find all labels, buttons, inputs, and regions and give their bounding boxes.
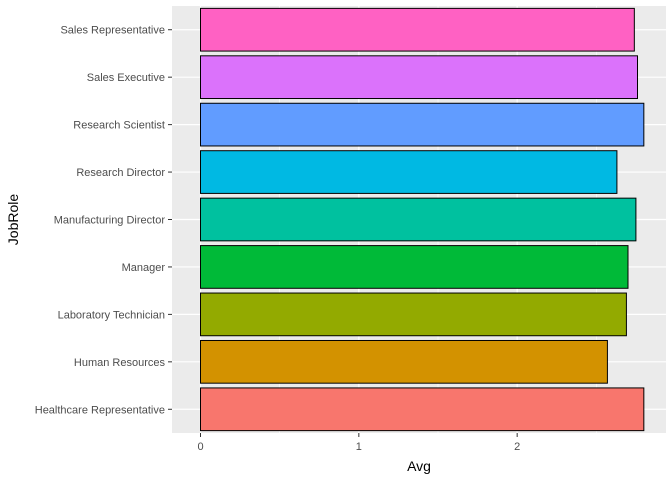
- y-tick-label: Research Scientist: [73, 120, 165, 132]
- y-tick-label: Research Director: [76, 167, 165, 179]
- y-tick-label: Sales Executive: [87, 72, 165, 84]
- bar: [200, 55, 638, 100]
- x-axis-title: Avg: [407, 458, 431, 474]
- y-axis: Healthcare Representative Human Resources…: [35, 25, 172, 416]
- y-tick-label: Manufacturing Director: [54, 215, 166, 227]
- bar: [200, 102, 645, 147]
- x-tick-label: 2: [514, 441, 520, 453]
- bars: [200, 7, 645, 432]
- bar: [200, 7, 635, 52]
- x-tick-label: 0: [197, 441, 203, 453]
- bar: [200, 339, 608, 384]
- y-tick-label: Healthcare Representative: [35, 404, 165, 416]
- y-tick-label: Laboratory Technician: [58, 309, 165, 321]
- y-tick-label: Sales Representative: [60, 25, 165, 37]
- x-axis: 0 1 2: [197, 433, 520, 453]
- bar: [200, 197, 637, 242]
- bar: [200, 150, 618, 194]
- x-tick-label: 1: [356, 441, 362, 453]
- bar: [200, 387, 645, 432]
- bar: [200, 245, 629, 289]
- y-tick-label: Manager: [122, 262, 166, 274]
- y-axis-title: JobRole: [5, 194, 21, 246]
- y-tick-label: Human Resources: [74, 357, 166, 369]
- bar: [200, 292, 627, 337]
